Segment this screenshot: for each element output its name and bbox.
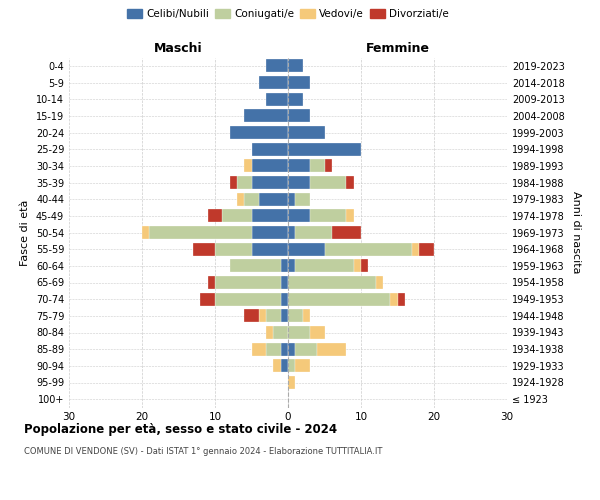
Bar: [288, 192, 295, 205]
Bar: [288, 110, 310, 122]
Bar: [149, 226, 251, 239]
Bar: [237, 192, 244, 205]
Bar: [281, 260, 288, 272]
Bar: [288, 360, 295, 372]
Bar: [230, 260, 281, 272]
Bar: [215, 292, 281, 306]
Bar: [281, 310, 288, 322]
Text: Popolazione per età, sesso e stato civile - 2024: Popolazione per età, sesso e stato civil…: [24, 422, 337, 436]
Bar: [310, 210, 346, 222]
Bar: [398, 292, 405, 306]
Bar: [223, 210, 251, 222]
Bar: [295, 226, 332, 239]
Bar: [288, 226, 295, 239]
Bar: [251, 342, 266, 355]
Bar: [310, 160, 325, 172]
Bar: [251, 160, 288, 172]
Bar: [230, 126, 288, 139]
Bar: [208, 210, 223, 222]
Bar: [266, 60, 288, 72]
Bar: [390, 292, 398, 306]
Bar: [281, 360, 288, 372]
Bar: [288, 210, 310, 222]
Bar: [142, 226, 149, 239]
Text: COMUNE DI VENDONE (SV) - Dati ISTAT 1° gennaio 2024 - Elaborazione TUTTITALIA.IT: COMUNE DI VENDONE (SV) - Dati ISTAT 1° g…: [24, 448, 382, 456]
Bar: [193, 242, 215, 256]
Bar: [251, 176, 288, 189]
Bar: [288, 76, 310, 89]
Bar: [251, 226, 288, 239]
Bar: [230, 176, 237, 189]
Bar: [281, 292, 288, 306]
Bar: [295, 192, 310, 205]
Y-axis label: Fasce di età: Fasce di età: [20, 200, 30, 266]
Bar: [215, 276, 281, 289]
Bar: [288, 160, 310, 172]
Bar: [281, 276, 288, 289]
Bar: [346, 176, 354, 189]
Bar: [288, 310, 302, 322]
Bar: [266, 326, 274, 339]
Bar: [274, 360, 281, 372]
Bar: [259, 192, 288, 205]
Legend: Celibi/Nubili, Coniugati/e, Vedovi/e, Divorziati/e: Celibi/Nubili, Coniugati/e, Vedovi/e, Di…: [123, 5, 453, 24]
Bar: [310, 176, 346, 189]
Text: Maschi: Maschi: [154, 42, 203, 55]
Bar: [412, 242, 419, 256]
Bar: [419, 242, 434, 256]
Bar: [332, 226, 361, 239]
Bar: [317, 342, 346, 355]
Bar: [288, 326, 310, 339]
Bar: [266, 342, 281, 355]
Bar: [208, 276, 215, 289]
Bar: [288, 342, 295, 355]
Bar: [251, 210, 288, 222]
Bar: [325, 242, 412, 256]
Bar: [288, 276, 376, 289]
Bar: [244, 192, 259, 205]
Bar: [251, 142, 288, 156]
Bar: [288, 142, 361, 156]
Bar: [274, 326, 288, 339]
Bar: [288, 176, 310, 189]
Bar: [251, 242, 288, 256]
Bar: [295, 342, 317, 355]
Bar: [288, 92, 302, 106]
Bar: [325, 160, 332, 172]
Bar: [288, 260, 295, 272]
Bar: [259, 76, 288, 89]
Y-axis label: Anni di nascita: Anni di nascita: [571, 191, 581, 274]
Bar: [310, 326, 325, 339]
Bar: [302, 310, 310, 322]
Bar: [288, 376, 295, 389]
Bar: [266, 310, 281, 322]
Bar: [215, 242, 251, 256]
Text: Femmine: Femmine: [365, 42, 430, 55]
Bar: [288, 292, 390, 306]
Bar: [288, 126, 325, 139]
Bar: [295, 360, 310, 372]
Bar: [295, 260, 354, 272]
Bar: [376, 276, 383, 289]
Bar: [288, 60, 302, 72]
Bar: [237, 176, 251, 189]
Bar: [244, 160, 251, 172]
Bar: [259, 310, 266, 322]
Bar: [200, 292, 215, 306]
Bar: [281, 342, 288, 355]
Bar: [346, 210, 354, 222]
Bar: [244, 310, 259, 322]
Bar: [288, 242, 325, 256]
Bar: [361, 260, 368, 272]
Bar: [354, 260, 361, 272]
Bar: [244, 110, 288, 122]
Bar: [266, 92, 288, 106]
